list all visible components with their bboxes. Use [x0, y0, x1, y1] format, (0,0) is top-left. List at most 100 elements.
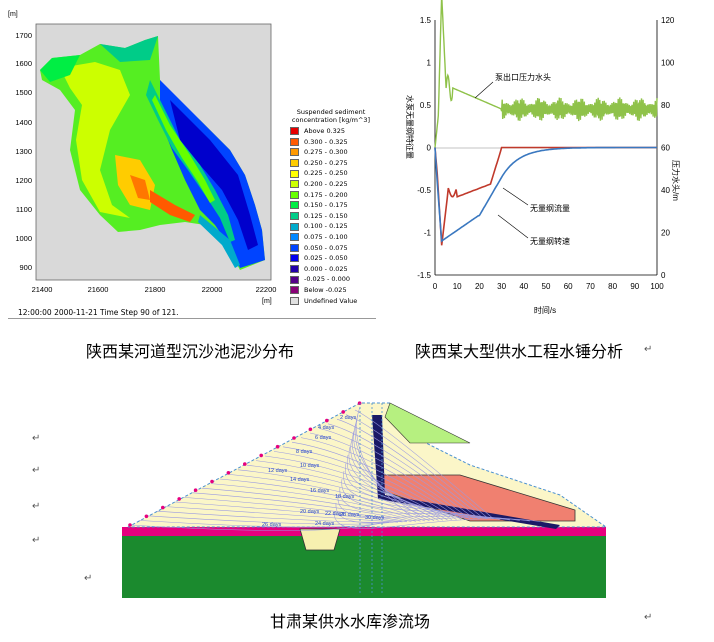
pressure-head-series — [434, 0, 658, 148]
seepage-isochrone-line — [147, 515, 390, 525]
upstream-node-marker — [292, 436, 296, 440]
time-step-footer: 12:00:00 2000-11-21 Time Step 90 of 121. — [18, 308, 179, 317]
caption-sediment: 陕西某河道型沉沙池泥沙分布 — [86, 342, 295, 361]
legend-swatch — [290, 159, 299, 168]
day-label: 4 days — [318, 425, 334, 431]
x-tick-label: 70 — [586, 282, 595, 291]
return-mark: ↵ — [644, 612, 653, 623]
seepage-flow-line — [348, 446, 461, 518]
day-label: 30 days — [365, 515, 385, 521]
legend-item: 0.200 - 0.225 — [290, 179, 372, 190]
day-label: 24 days — [315, 521, 335, 527]
day-label: 8 days — [296, 449, 312, 455]
legend-label: 0.075 - 0.100 — [304, 232, 348, 241]
flow-series — [434, 146, 657, 246]
legend-item: 0.000 - 0.025 — [290, 264, 372, 275]
legend-label: Undefined Value — [304, 296, 358, 305]
return-mark: ↵ — [32, 465, 41, 476]
right-tick-label: 100 — [661, 59, 675, 68]
legend-swatch — [290, 265, 299, 274]
seepage-section: 2 days 4 days 6 days 8 days 10 days 12 days14… — [122, 401, 608, 598]
seepage-isochrone-line — [291, 441, 462, 520]
upstream-node-marker — [128, 523, 132, 527]
day-label: 18 days — [335, 494, 355, 500]
legend-swatch — [290, 286, 299, 295]
sediment-legend: Suspended sediment concentration [kg/m^3… — [290, 108, 372, 306]
day-label: 6 days — [315, 435, 331, 441]
x-tick-label: 90 — [630, 282, 639, 291]
cutoff-trench — [299, 528, 341, 551]
upstream-node-marker — [226, 471, 231, 475]
speed-label: 无量纲转速 — [530, 236, 570, 246]
seepage-flow-line — [350, 438, 451, 518]
left-tick-label: -1 — [424, 229, 432, 238]
legend-swatch — [290, 254, 299, 263]
day-label: 20 days — [300, 509, 320, 515]
x-tick-label: 10 — [453, 282, 462, 291]
legend-swatch — [290, 137, 299, 146]
waterhammer-chart: 1.5 1 0.5 0 -0.5 -1 -1.5 120 100 80 60 40 20 0 0 10 20… — [405, 0, 681, 315]
flow-label: 无量纲流量 — [530, 203, 570, 213]
svg-text:1400: 1400 — [15, 118, 32, 127]
sediment-map: [m] 1700 1600 1500 1400 1300 1200 1100 1… — [8, 11, 276, 305]
day-label: 16 days — [310, 488, 330, 494]
legend-item: 0.300 - 0.325 — [290, 137, 372, 148]
legend-label: Above 0.325 — [304, 127, 346, 135]
right-tick-label: 0 — [661, 271, 666, 280]
svg-text:1000: 1000 — [15, 234, 32, 243]
legend-swatch — [290, 275, 299, 284]
left-tick-label: 0.5 — [420, 101, 432, 110]
svg-text:1500: 1500 — [15, 88, 32, 97]
seepage-isochrone-line — [201, 487, 417, 522]
waterhammer-panel: 1.5 1 0.5 0 -0.5 -1 -1.5 120 100 80 60 40 20 0 0 10 20… — [395, 0, 714, 330]
legend-item: Below -0.025 — [290, 285, 372, 296]
left-tick-label: -0.5 — [417, 186, 431, 195]
return-mark: ↵ — [644, 344, 653, 355]
legend-title: Suspended sediment concentration [kg/m^3… — [291, 108, 371, 124]
x-unit-label: [m] — [262, 298, 272, 305]
day-label: 10 days — [300, 463, 320, 469]
legend-label: 0.225 - 0.250 — [304, 169, 348, 178]
seepage-isochrone-line — [336, 418, 484, 519]
svg-text:1300: 1300 — [15, 147, 32, 156]
legend-swatch — [290, 222, 299, 231]
legend-item: 0.250 - 0.275 — [290, 158, 372, 169]
seepage-isochrone-line — [228, 474, 430, 522]
left-tick-label: 1.5 — [420, 16, 432, 25]
legend-label: 0.275 - 0.300 — [304, 148, 348, 157]
y-unit-label: [m] — [8, 11, 18, 18]
legend-item: 0.025 - 0.050 — [290, 253, 372, 264]
legend-label: 0.300 - 0.325 — [304, 137, 348, 146]
day-label: 28 days — [340, 512, 360, 518]
svg-text:21600: 21600 — [88, 285, 109, 294]
seepage-flow-line — [352, 430, 441, 517]
day-label: 26 days — [262, 522, 282, 528]
right-tick-label: 20 — [661, 229, 670, 238]
day-label: 12 days — [268, 468, 288, 474]
sediment-panel: [m] 1700 1600 1500 1400 1300 1200 1100 1… — [0, 0, 380, 330]
seepage-isochrone-line — [138, 520, 385, 528]
right-axis-title: 压力水头/m — [671, 160, 681, 201]
left-axis-title: 水泵无量纲特征量 — [405, 95, 415, 159]
legend-item: 0.100 - 0.125 — [290, 221, 372, 232]
legend-swatch — [290, 243, 299, 252]
svg-text:1600: 1600 — [15, 59, 32, 68]
right-tick-label: 120 — [661, 16, 675, 25]
seepage-isochrone-line — [237, 469, 435, 521]
seepage-flow-line — [353, 422, 431, 517]
upstream-node-marker — [193, 488, 198, 492]
upstream-node-marker — [275, 444, 280, 449]
x-tick-label: 0 — [433, 282, 438, 291]
seepage-flow-line — [335, 502, 531, 523]
seepage-isochrone-line — [327, 423, 480, 519]
upstream-node-marker — [144, 514, 149, 519]
legend-swatch — [290, 201, 299, 210]
legend-swatch — [290, 296, 299, 305]
legend-swatch — [290, 190, 299, 199]
legend-swatch — [290, 127, 299, 136]
legend-item: 0.150 - 0.175 — [290, 200, 372, 211]
legend-item: Above 0.325 — [290, 126, 372, 137]
svg-text:900: 900 — [19, 263, 32, 272]
seepage-flow-line — [339, 486, 511, 521]
x-tick-label: 60 — [564, 282, 573, 291]
